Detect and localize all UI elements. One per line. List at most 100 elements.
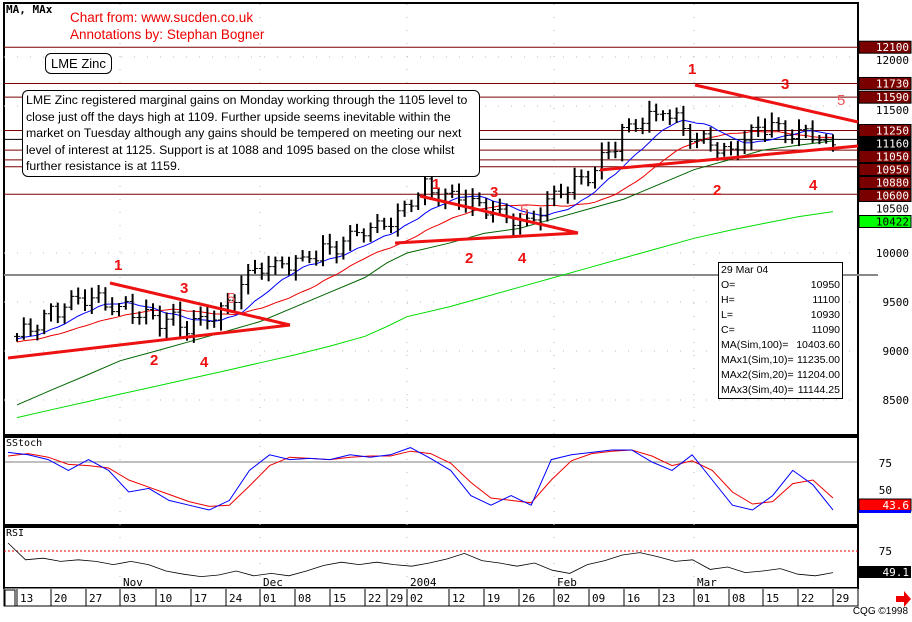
rsi-value: 49.1 [883,566,910,579]
price-bar [809,120,816,143]
month-label: Feb [557,576,577,589]
x-tick-label: 20 [54,592,67,605]
main-panel [3,2,859,436]
price-bar [585,170,592,187]
data-window-date: 29 Mar 04 [721,264,769,276]
month-label: 2004 [410,576,437,589]
level-tag [858,76,912,90]
rsi-label: RSI [6,528,25,539]
level-tag [858,137,912,150]
price-bar [496,198,503,215]
price-bar [374,214,381,234]
level-tag-label: 10422 [876,216,909,229]
x-tick-label: 10 [159,592,172,605]
wave-label-3: 3 [490,184,498,201]
level-tag-label: 12100 [876,41,909,54]
level-tag [858,150,912,163]
wave-label-1: 1 [688,61,696,78]
x-tick-label: 02 [557,592,570,605]
price-bar [150,303,156,320]
price-bar [789,129,796,144]
price-bar [340,236,347,260]
y-tick-label: 10000 [876,247,909,260]
wave-label-2: 2 [150,352,158,369]
x-tick-label: 01 [263,592,276,605]
price-bar [20,317,27,340]
level-tag [858,189,912,202]
data-window-row: MAx2(Sim,20)= 11204.00 [721,368,840,383]
data-window: 29 Mar 04 O= 10950 H= 11100 L= 10930 C= 11090 MA… [718,262,843,399]
price-bar [741,131,748,155]
wave-label-5: 5 [837,92,845,109]
price-bar [245,264,252,295]
trendline-resistance-1 [109,281,291,327]
x-tick-label: 29 [390,592,403,605]
price-bar [258,262,265,280]
ma100-line [16,211,834,419]
scrollbar-thumb[interactable] [4,589,16,607]
data-window-row: H= 11100 [721,293,840,308]
price-bar [252,259,258,274]
price-bar [762,118,768,142]
level-tag-label: 11050 [876,151,909,164]
data-window-value: 11204.00 [796,369,840,381]
price-bar [381,217,388,230]
data-window-key: MAx1(Sim,10)= [721,354,794,366]
month-label: Dec [263,576,283,589]
wave-label-4: 4 [809,177,818,194]
price-bar [666,109,673,125]
scroll-right-arrow-icon[interactable] [896,591,911,607]
trendline-support-1 [7,323,291,360]
commentary-box: LME Zinc registered marginal gains on Mo… [22,90,480,177]
price-bar [680,105,687,136]
price-bar [354,223,360,237]
data-window-value: 10950 [810,279,840,291]
price-bar [388,217,394,234]
level-tag [858,176,912,189]
credit-annotations: Annotations by: Stephan Bogner [70,27,265,42]
price-bar [748,124,755,151]
price-bar [755,116,762,137]
price-bar [394,203,401,237]
x-tick-label: 02 [410,592,423,605]
price-bar [428,175,435,200]
price-bar [204,305,211,330]
data-window-value: 11144.25 [797,384,840,396]
wave-label-1: 1 [432,176,440,193]
price-bar [483,198,490,219]
price-bar [286,256,292,276]
x-tick-label: 24 [229,592,243,605]
price-bar [129,293,136,324]
price-bar [320,235,326,267]
price-bar [75,287,82,305]
data-window-row: MAx1(Sim,10)= 11235.00 [721,353,840,368]
price-bar [768,112,775,138]
price-bar [313,250,320,266]
price-bar [218,302,224,331]
price-bar [700,130,707,144]
date-axis [3,587,859,607]
price-bar [156,305,163,337]
price-bar [782,120,789,144]
data-window-key: H= [721,294,735,306]
price-bar [360,228,367,243]
trendlines [7,83,859,360]
trendline-resistance-3 [694,83,859,124]
x-tick-label: 01 [697,592,710,605]
x-tick-label: 15 [333,592,346,605]
level-tag-label: 11590 [876,91,909,104]
price-bar [27,318,34,337]
month-label: Nov [123,576,143,589]
x-tick-label: 17 [194,592,207,605]
stoch-panel [3,436,859,526]
credit-source: Chart from: www.sucden.co.uk [70,10,254,25]
y-tick-label: 9500 [883,296,910,309]
price-bar [564,186,571,204]
stoch-tick: 75 [879,457,892,470]
price-bar [14,333,20,342]
level-tag [858,163,912,176]
x-tick-label: 23 [662,592,675,605]
price-bar [449,184,456,199]
price-bar [306,251,313,264]
